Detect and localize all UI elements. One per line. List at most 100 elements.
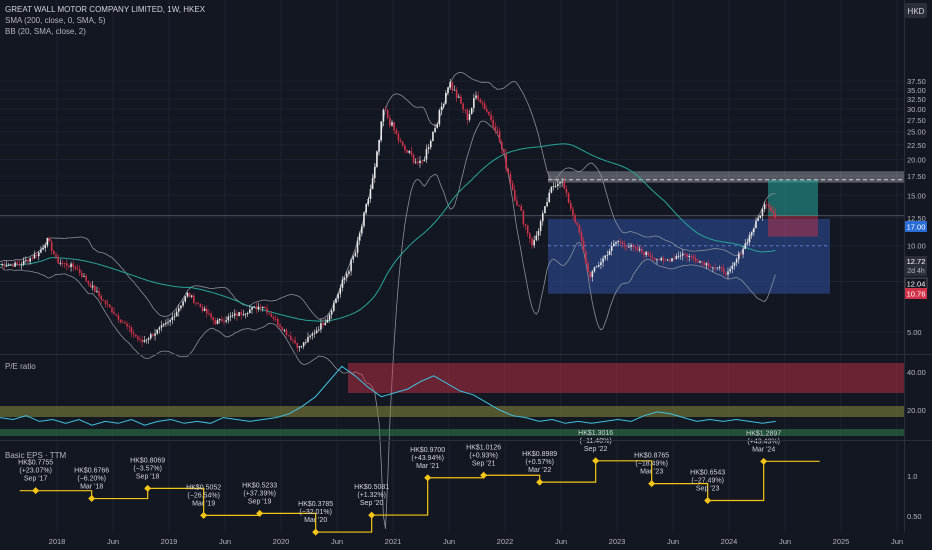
candle-body <box>132 332 135 335</box>
eps-marker <box>88 495 96 503</box>
candle-body <box>753 228 755 233</box>
candle-body <box>350 259 352 272</box>
candle-body <box>55 254 57 258</box>
candle-body <box>369 189 372 199</box>
eps-label-line: Sep '22 <box>584 446 608 453</box>
time-tick-label: Jun <box>667 537 679 546</box>
candle-body <box>345 273 348 278</box>
candle-body <box>292 339 294 341</box>
currency-label[interactable]: HKD <box>908 7 925 16</box>
candle-body <box>759 216 762 219</box>
candle-body <box>772 210 775 214</box>
candle-body <box>561 181 563 183</box>
candle-body <box>289 335 292 340</box>
eps-label: HK$0.7755(+23.07%)Sep '17 <box>18 460 53 483</box>
candle-body <box>485 109 488 112</box>
eps-label-line: (−3.57%) <box>133 465 162 472</box>
candle-body <box>393 122 395 131</box>
annotation-band <box>548 171 904 183</box>
candle-body <box>317 329 320 331</box>
candle-body <box>656 259 658 261</box>
candle-body <box>81 273 83 277</box>
eps-label-line: HK$0.8989 <box>522 451 557 458</box>
candle-body <box>203 308 206 311</box>
pe-zone-high <box>348 363 904 393</box>
candle-body <box>572 208 574 216</box>
candle-body <box>378 139 380 152</box>
candle-body <box>352 256 355 260</box>
candle-body <box>662 258 665 260</box>
candle-body <box>188 292 191 297</box>
eps-label-line: Sep '18 <box>136 473 160 480</box>
currency-badge[interactable] <box>905 3 927 18</box>
candle-body <box>300 346 303 347</box>
candle-body <box>442 103 445 107</box>
candle-body <box>440 106 443 111</box>
candle-body <box>675 256 678 259</box>
price-tick-label: 22.50 <box>907 141 926 150</box>
candle-body <box>630 245 632 247</box>
candle-body <box>137 336 139 340</box>
candle-body <box>531 238 533 246</box>
candle-body <box>597 264 600 267</box>
candle-body <box>436 124 439 128</box>
candle-body <box>354 252 357 257</box>
candle-body <box>414 161 417 163</box>
candle-body <box>533 240 535 246</box>
candle-body <box>85 276 87 281</box>
eps-label-line: Mar '18 <box>80 484 103 491</box>
eps-label-line: (+0.93%) <box>469 452 498 459</box>
eps-label-line: HK$1.3016 <box>578 430 613 437</box>
candle-body <box>518 205 520 207</box>
candle-body <box>46 237 49 246</box>
candle-body <box>664 259 667 261</box>
candle-body <box>193 295 195 303</box>
eps-label-line: HK$0.5081 <box>354 484 389 491</box>
eps-label: HK$0.8069(−3.57%)Sep '18 <box>130 457 165 480</box>
eps-label-line: Mar '24 <box>752 446 775 453</box>
candle-body <box>673 258 675 259</box>
eps-label-line: (−32.01%) <box>299 509 332 516</box>
candle-body <box>33 254 36 259</box>
candle-body <box>87 280 90 284</box>
candle-body <box>488 111 490 115</box>
candle-body <box>737 253 740 260</box>
candle-body <box>643 252 645 255</box>
candle-body <box>447 87 449 94</box>
candle-body <box>147 338 150 340</box>
eps-label-line: (+23.07%) <box>19 468 52 475</box>
candle-body <box>587 263 589 272</box>
candle-body <box>104 300 107 304</box>
candle-body <box>511 183 514 190</box>
candle-body <box>449 82 451 88</box>
pe-title: P/E ratio <box>5 362 36 371</box>
countdown-label: 2d 4h <box>907 268 925 275</box>
eps-marker <box>480 471 488 479</box>
eps-label: HK$0.3785(−32.01%)Mar '20 <box>298 501 333 524</box>
bb-upper <box>0 71 776 320</box>
candle-body <box>408 151 411 153</box>
candle-body <box>1 264 3 266</box>
eps-points: HK$0.7755(+23.07%)Sep '17 HK$0.6766(−6.20… <box>18 430 781 536</box>
price-tick-label: 35.00 <box>907 86 926 95</box>
candle-body <box>576 222 579 225</box>
candle-body <box>244 313 247 315</box>
candle-body <box>589 271 591 278</box>
candle-body <box>742 248 744 255</box>
bollinger-bands <box>0 71 776 529</box>
candle-body <box>365 204 367 213</box>
candle-body <box>761 208 764 217</box>
eps-label: HK$0.8765(−18.49%)Mar '23 <box>634 453 669 476</box>
time-tick-label: 2022 <box>497 537 514 546</box>
eps-label-line: Mar '22 <box>528 467 551 474</box>
price-label-1076: 10.76 <box>905 288 927 299</box>
candles <box>1 78 777 353</box>
eps-label-line: Mar '19 <box>192 500 215 507</box>
candle-body <box>93 285 96 292</box>
eps-label-line: HK$0.6543 <box>690 469 725 476</box>
candle-body <box>735 259 738 263</box>
candle-body <box>361 226 363 234</box>
price-tick-label: 30.00 <box>907 105 926 114</box>
time-tick-label: 2024 <box>721 537 738 546</box>
candle-body <box>666 259 669 261</box>
